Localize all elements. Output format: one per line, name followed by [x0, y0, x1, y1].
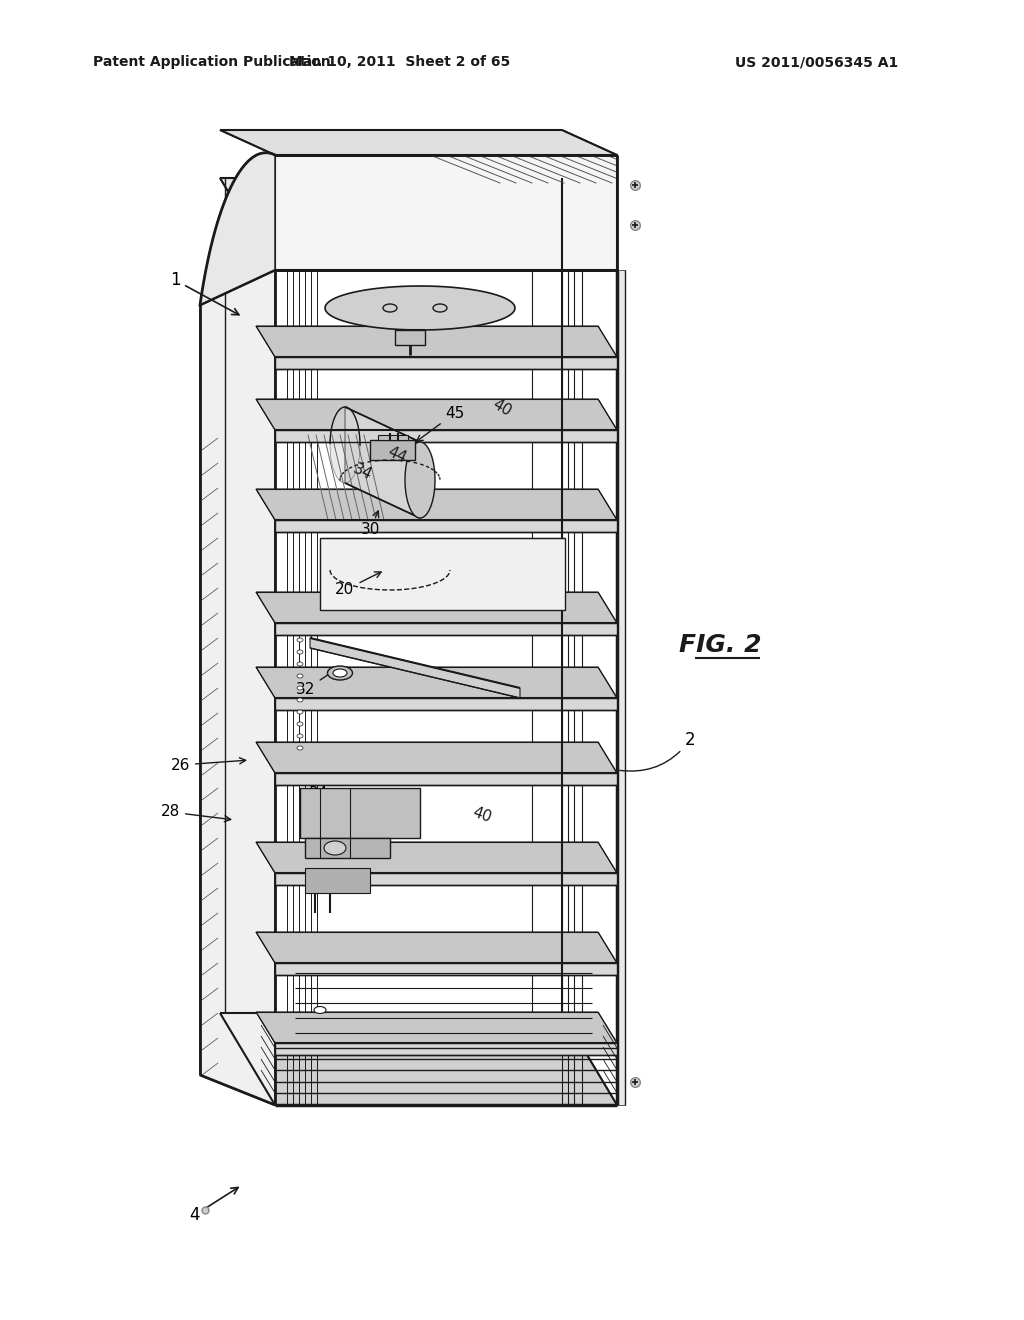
Polygon shape	[256, 842, 617, 873]
Ellipse shape	[297, 649, 303, 653]
Text: 32: 32	[296, 671, 335, 697]
Polygon shape	[256, 399, 617, 430]
Ellipse shape	[297, 686, 303, 690]
Ellipse shape	[297, 734, 303, 738]
Polygon shape	[275, 873, 617, 884]
Polygon shape	[275, 1043, 617, 1055]
Polygon shape	[275, 520, 617, 532]
Polygon shape	[275, 623, 617, 635]
Polygon shape	[275, 774, 617, 785]
Ellipse shape	[297, 710, 303, 714]
Text: 26: 26	[171, 758, 246, 772]
Polygon shape	[310, 638, 520, 698]
Text: 34: 34	[308, 785, 336, 800]
Polygon shape	[220, 178, 617, 271]
Polygon shape	[275, 356, 617, 370]
Text: 30: 30	[360, 511, 380, 537]
Polygon shape	[319, 539, 565, 610]
Polygon shape	[220, 129, 617, 154]
Ellipse shape	[297, 663, 303, 667]
Polygon shape	[345, 407, 420, 517]
Text: 40: 40	[490, 397, 514, 420]
Ellipse shape	[297, 638, 303, 642]
Polygon shape	[305, 869, 370, 894]
Polygon shape	[275, 964, 617, 975]
Text: 2: 2	[620, 731, 695, 771]
Text: Patent Application Publication: Patent Application Publication	[93, 55, 331, 69]
Polygon shape	[200, 153, 275, 305]
Ellipse shape	[297, 675, 303, 678]
Ellipse shape	[333, 669, 347, 677]
Polygon shape	[275, 430, 617, 442]
Polygon shape	[256, 667, 617, 698]
Text: US 2011/0056345 A1: US 2011/0056345 A1	[735, 55, 898, 69]
Polygon shape	[256, 326, 617, 356]
Polygon shape	[325, 286, 515, 330]
Text: 44: 44	[385, 444, 409, 466]
Ellipse shape	[297, 746, 303, 750]
Polygon shape	[200, 271, 275, 1105]
Polygon shape	[378, 436, 408, 440]
Polygon shape	[256, 1012, 617, 1043]
Ellipse shape	[328, 667, 352, 680]
Ellipse shape	[324, 841, 346, 855]
Ellipse shape	[297, 698, 303, 702]
Ellipse shape	[297, 722, 303, 726]
Ellipse shape	[314, 1006, 326, 1014]
Polygon shape	[275, 698, 617, 710]
Polygon shape	[395, 330, 425, 345]
Text: 40: 40	[470, 805, 494, 825]
Polygon shape	[256, 932, 617, 964]
Text: 45: 45	[417, 405, 465, 441]
Text: 28: 28	[161, 804, 230, 822]
Text: 20: 20	[336, 572, 381, 598]
Polygon shape	[220, 1012, 617, 1105]
Polygon shape	[330, 407, 360, 483]
Text: FIG. 2: FIG. 2	[679, 634, 761, 657]
Polygon shape	[617, 271, 625, 1105]
Text: 34: 34	[350, 461, 374, 483]
Polygon shape	[256, 488, 617, 520]
Polygon shape	[275, 154, 617, 271]
Polygon shape	[406, 442, 435, 517]
Polygon shape	[305, 838, 390, 858]
Polygon shape	[370, 440, 415, 459]
Text: 1: 1	[170, 271, 239, 314]
Polygon shape	[256, 742, 617, 774]
Polygon shape	[256, 591, 617, 623]
Text: Mar. 10, 2011  Sheet 2 of 65: Mar. 10, 2011 Sheet 2 of 65	[290, 55, 511, 69]
Text: 4: 4	[189, 1188, 239, 1224]
Polygon shape	[300, 788, 420, 838]
